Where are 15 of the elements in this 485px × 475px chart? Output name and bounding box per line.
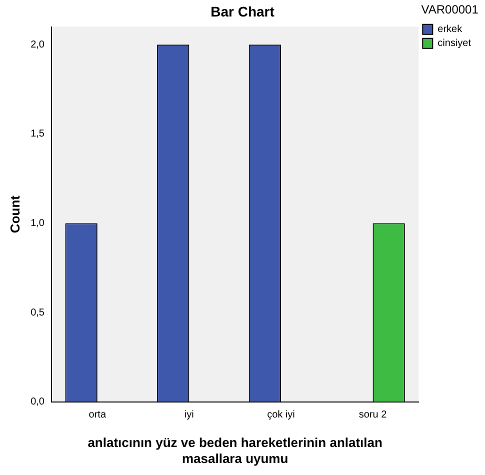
- y-axis-title: Count: [7, 194, 22, 234]
- x-tick-label: çok iyi: [267, 410, 295, 421]
- y-tick-label: 2,0: [30, 39, 45, 50]
- y-tick-label: 1,5: [30, 128, 45, 140]
- chart-title: Bar Chart: [210, 3, 275, 20]
- legend-label: erkek: [438, 24, 464, 36]
- y-tick-label: 0,0: [30, 396, 45, 408]
- legend-label: cinsiyet: [438, 38, 472, 50]
- x-tick-label: soru 2: [358, 410, 388, 421]
- legend-title: VAR00001: [421, 2, 479, 16]
- x-tick-label: iyi: [184, 410, 194, 421]
- y-tick-label: 1,0: [30, 218, 45, 229]
- x-axis-title: anlatıcının yüz ve beden hareketlerinin anlatılan masallara uyumu: [88, 435, 383, 466]
- y-tick-label: 0,5: [30, 307, 45, 318]
- x-tick-label: orta: [88, 410, 106, 421]
